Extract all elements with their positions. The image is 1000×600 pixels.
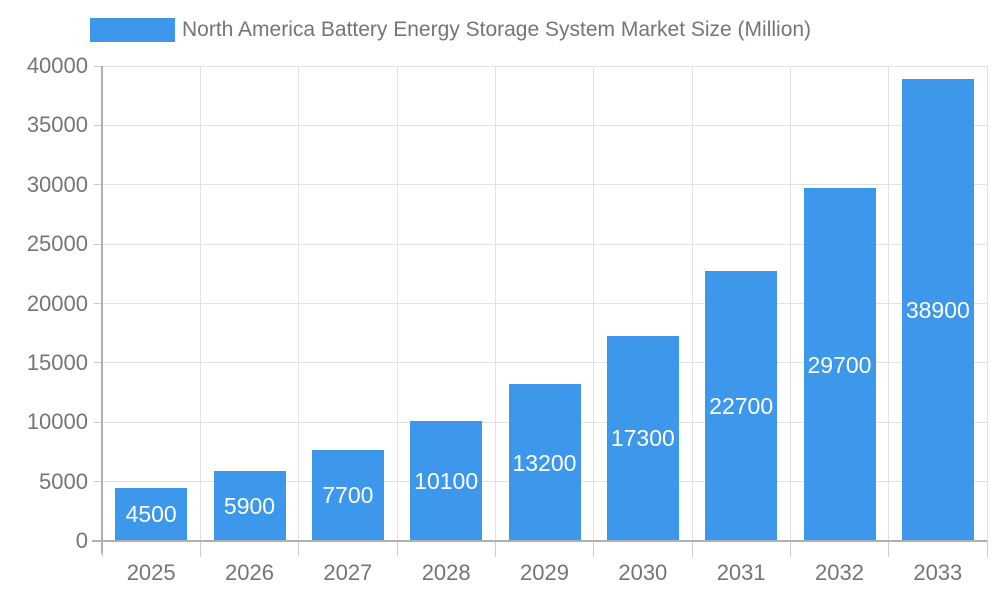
h-gridline [102,124,987,126]
bar-2029[interactable] [508,384,581,541]
x-axis-label: 2029 [520,560,569,585]
v-gridline [396,66,398,541]
legend-swatch[interactable] [90,18,175,42]
y-axis-label: 25000 [26,231,88,257]
bar-2025[interactable] [115,487,188,541]
bar-value-label: 29700 [807,351,872,378]
x-axis-label: 2026 [225,560,274,585]
x-axis-tick [789,541,791,557]
v-gridline [888,66,890,541]
x-axis-tick [494,541,496,557]
y-axis-label: 20000 [26,290,88,316]
bar-2031[interactable] [705,271,778,541]
h-gridline [102,65,987,67]
y-axis-line [101,66,103,554]
bar-2030[interactable] [606,335,679,541]
y-axis-label: 0 [75,528,88,553]
y-axis-tick [94,481,102,483]
y-axis-tick [94,124,102,126]
v-gridline [298,66,300,541]
x-axis-tick [691,541,693,557]
v-gridline [691,66,693,541]
x-axis-label: 2030 [618,560,668,585]
x-axis-tick [298,541,300,557]
y-axis-tick [94,243,102,245]
x-axis-tick [888,541,890,557]
x-axis-tick [396,541,398,557]
x-axis-label: 2025 [126,560,176,585]
y-axis-tick [94,421,102,423]
v-gridline [593,66,595,541]
bar-2026[interactable] [213,470,286,541]
y-axis-label: 30000 [26,171,88,197]
bar-value-label: 7700 [322,482,374,509]
y-axis-tick [94,362,102,364]
y-axis-label: 15000 [26,349,88,375]
bar-2032[interactable] [803,188,876,541]
bar-value-label: 38900 [905,297,970,324]
bar-value-label: 5900 [223,492,276,519]
x-axis-tick [199,541,201,557]
y-axis-label: 10000 [26,409,88,435]
h-gridline [102,362,987,364]
y-axis-label: 5000 [39,468,88,494]
v-gridline [789,66,791,541]
h-gridline [102,243,987,245]
x-axis-label: 2032 [815,560,864,585]
y-axis-label: 35000 [26,112,88,138]
x-axis-label: 2031 [716,560,766,585]
bar-value-label: 10100 [414,468,479,495]
bar-2027[interactable] [311,449,384,541]
bar-2028[interactable] [410,421,483,541]
x-axis-tick [593,541,595,557]
v-gridline [986,66,988,541]
y-axis-tick [94,303,102,304]
h-gridline [102,184,987,186]
x-axis-label: 2027 [323,560,373,585]
x-axis-label: 2033 [913,560,963,585]
h-gridline [102,303,987,304]
y-axis-label: 40000 [26,53,88,78]
y-axis-tick [94,184,102,186]
y-axis-tick [94,65,102,67]
v-gridline [494,66,496,541]
bar-2033[interactable] [901,79,974,541]
v-gridline [199,66,201,541]
bar-value-label: 17300 [610,425,675,452]
bar-value-label: 13200 [512,449,577,476]
x-axis-label: 2028 [421,560,471,585]
bar-value-label: 4500 [125,501,177,528]
x-axis-tick [986,541,988,557]
chart-title[interactable]: North America Battery Energy Storage Sys… [182,18,812,41]
bar-value-label: 22700 [709,393,774,420]
x-axis-line [92,540,987,542]
